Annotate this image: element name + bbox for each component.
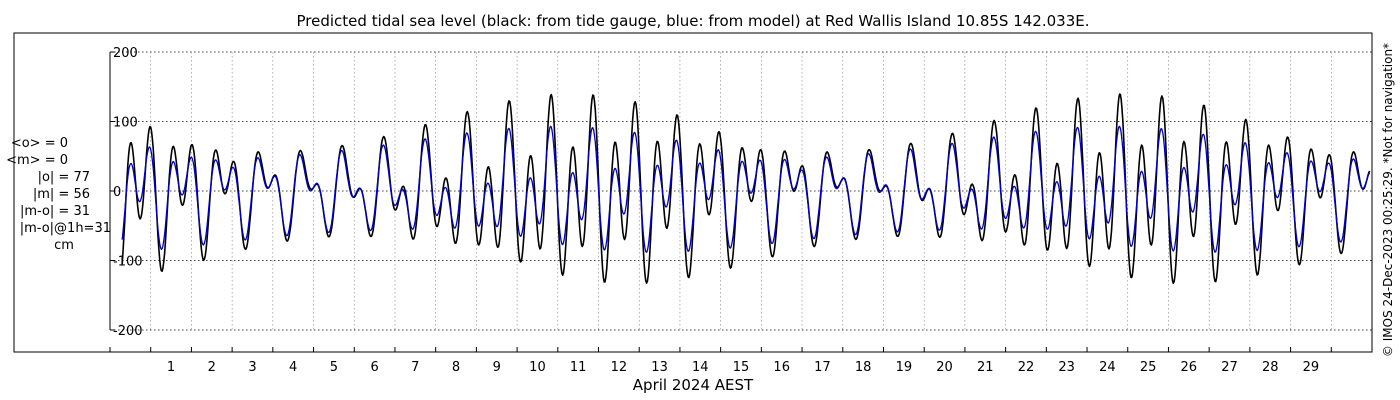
x-tick-label: 2: [208, 360, 216, 375]
x-tick-label: 17: [814, 360, 831, 375]
x-tick-label: 23: [1058, 360, 1075, 375]
grid: [110, 51, 1372, 331]
stat-unit: cm: [54, 238, 74, 253]
stat-mean-obs: <o> = 0: [11, 136, 68, 151]
stat-abs-diff-1h: |m-o|@1h=31: [20, 221, 111, 236]
stat-abs-model: |m| = 56: [33, 187, 90, 202]
y-tick-label: -100: [113, 255, 143, 270]
y-tick-label: 200: [113, 46, 138, 61]
x-tick-label: 19: [896, 360, 913, 375]
x-tick-label: 4: [289, 360, 297, 375]
x-tick-label: 20: [936, 360, 953, 375]
x-tick-label: 7: [411, 360, 419, 375]
stat-abs-obs: |o| = 77: [38, 170, 90, 185]
stat-mean-model: <m> = 0: [6, 153, 68, 168]
x-tick-label: 18: [855, 360, 872, 375]
stat-abs-diff: |m-o| = 31: [20, 204, 90, 219]
x-tick-label: 15: [733, 360, 750, 375]
chart-title: Predicted tidal sea level (black: from t…: [297, 12, 1090, 30]
x-tick-label: 26: [1181, 360, 1198, 375]
x-tick-label: 11: [570, 360, 587, 375]
x-tick-label: 6: [370, 360, 378, 375]
x-axis-label: April 2024 AEST: [633, 376, 754, 394]
x-tick-label: 22: [1018, 360, 1035, 375]
series-group: [121, 93, 1371, 285]
x-tick-label: 27: [1221, 360, 1238, 375]
x-tick-label: 29: [1303, 360, 1320, 375]
y-tick-label: 100: [113, 116, 138, 131]
model-series-line: [121, 125, 1371, 253]
y-axis: -200 -100 0 100 200: [109, 46, 143, 339]
x-tick-label: 1: [167, 360, 175, 375]
x-tick-label: 28: [1262, 360, 1279, 375]
y-tick-label: -200: [113, 324, 143, 339]
x-tick-label: 16: [773, 360, 790, 375]
gauge-series-line: [121, 93, 1371, 285]
x-tick-label: 8: [452, 360, 460, 375]
y-tick-label: 0: [113, 185, 121, 200]
outer-frame: [13, 32, 1373, 353]
x-tick-label: 14: [692, 360, 709, 375]
x-tick-label: 24: [1099, 360, 1116, 375]
x-tick-label: 12: [611, 360, 628, 375]
x-tick-label: 3: [248, 360, 256, 375]
x-tick-label: 5: [330, 360, 338, 375]
x-tick-label: 21: [977, 360, 994, 375]
x-tick-label: 13: [651, 360, 668, 375]
credit-text: © IMOS 24-Dec-2023 00:25:29. *Not for na…: [1381, 43, 1395, 357]
x-tick-label: 25: [1140, 360, 1157, 375]
stats-box: <o> = 0 <m> = 0 |o| = 77 |m| = 56 |m-o| …: [6, 136, 111, 253]
x-tick-label: 10: [529, 360, 546, 375]
x-tick-label: 9: [493, 360, 501, 375]
x-axis: 1 2 3 4 5 6 7 8 9 10 11 12 13 14 15 16 17 18 19 20 21 22 23 24 2…: [109, 347, 1373, 375]
